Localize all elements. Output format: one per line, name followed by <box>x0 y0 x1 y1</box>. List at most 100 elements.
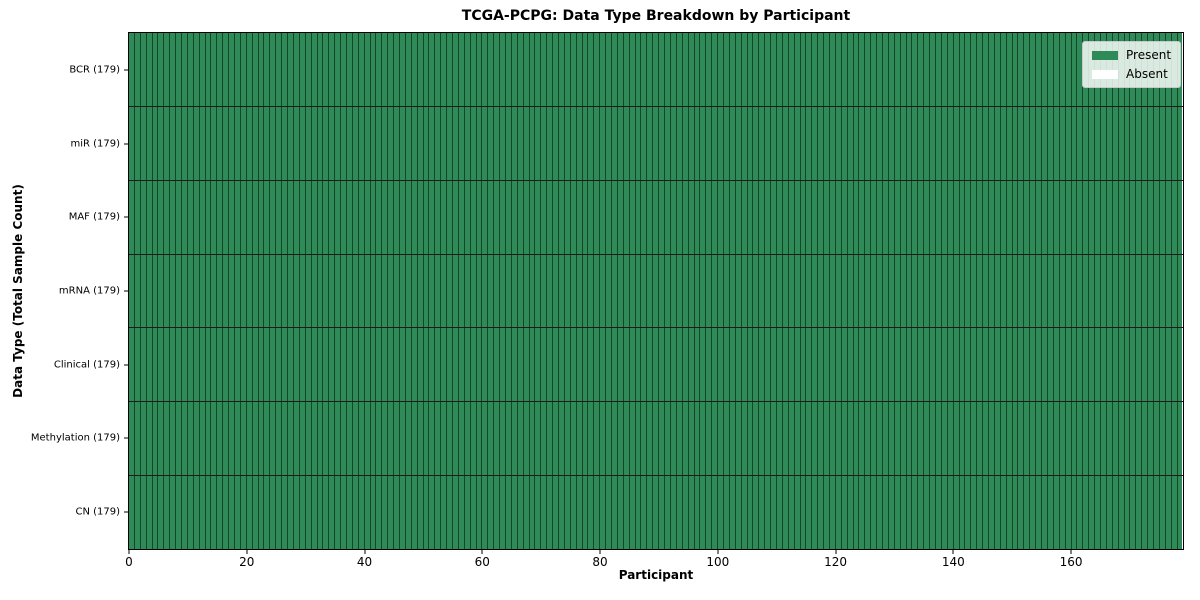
heatmap-cell <box>859 106 866 180</box>
heatmap-cell <box>1083 254 1090 328</box>
heatmap-cell <box>205 402 212 476</box>
heatmap-cell <box>335 402 342 476</box>
heatmap-cell <box>688 180 695 254</box>
heatmap-cell <box>1136 476 1143 550</box>
heatmap-cell <box>511 33 518 106</box>
heatmap-cell <box>217 402 224 476</box>
heatmap-cell <box>729 328 736 402</box>
heatmap-cell <box>829 328 836 402</box>
heatmap-cell <box>1000 254 1007 328</box>
heatmap-cell <box>523 328 530 402</box>
heatmap-cell <box>865 33 872 106</box>
heatmap-cell <box>688 328 695 402</box>
heatmap-cell <box>894 254 901 328</box>
heatmap-cell <box>682 328 689 402</box>
heatmap-cell <box>458 402 465 476</box>
heatmap-cell <box>517 33 524 106</box>
heatmap-cell <box>612 254 618 328</box>
heatmap-cell <box>723 106 730 180</box>
heatmap-cell <box>600 106 607 180</box>
heatmap-cell <box>494 180 501 254</box>
heatmap-cell <box>635 254 642 328</box>
heatmap-cell <box>1130 328 1137 402</box>
heatmap-cell <box>423 180 430 254</box>
heatmap-cell <box>712 180 719 254</box>
heatmap-cell <box>647 476 654 550</box>
heatmap-cell <box>258 180 265 254</box>
heatmap-cell <box>824 402 830 476</box>
heatmap-cell <box>847 402 854 476</box>
heatmap-cell <box>924 328 931 402</box>
heatmap-cell <box>411 180 418 254</box>
heatmap-cell <box>288 33 294 106</box>
heatmap-cell <box>665 180 671 254</box>
heatmap-cell <box>1053 328 1060 402</box>
heatmap-cell <box>712 402 719 476</box>
heatmap-cell <box>824 33 830 106</box>
heatmap-cell <box>470 476 477 550</box>
heatmap-cell <box>588 254 595 328</box>
heatmap-cell <box>1165 106 1172 180</box>
heatmap-cell <box>700 476 707 550</box>
heatmap-cell <box>335 106 342 180</box>
heatmap-cell <box>335 33 342 106</box>
heatmap-cell <box>829 106 836 180</box>
heatmap-cell <box>211 33 218 106</box>
heatmap-cell <box>235 33 241 106</box>
heatmap-cell <box>653 328 660 402</box>
heatmap-cell <box>1077 328 1084 402</box>
heatmap-cell <box>564 33 571 106</box>
heatmap-cell <box>370 254 377 328</box>
heatmap-cell <box>511 328 518 402</box>
x-tick-label: 160 <box>1059 555 1083 569</box>
heatmap-cell <box>288 180 294 254</box>
heatmap-cell <box>488 33 495 106</box>
heatmap-cell <box>329 328 336 402</box>
heatmap-cell <box>1042 254 1048 328</box>
heatmap-cell <box>1012 476 1019 550</box>
heatmap-cell <box>1059 254 1066 328</box>
heatmap-cell <box>1018 476 1025 550</box>
heatmap-cell <box>299 328 306 402</box>
heatmap-cell <box>859 402 866 476</box>
heatmap-cell <box>718 33 724 106</box>
heatmap-cell <box>1012 402 1019 476</box>
heatmap-cell <box>994 180 1001 254</box>
heatmap-cell <box>423 254 430 328</box>
heatmap-cell <box>476 180 483 254</box>
heatmap-cell <box>941 33 948 106</box>
heatmap-cell <box>447 254 453 328</box>
heatmap-cell <box>659 180 666 254</box>
heatmap-cell <box>464 402 471 476</box>
heatmap-cell <box>352 254 359 328</box>
heatmap-cell <box>871 180 878 254</box>
heatmap-cell <box>853 402 860 476</box>
heatmap-cell <box>370 328 377 402</box>
heatmap-cell <box>1077 476 1084 550</box>
heatmap-cell <box>1000 328 1007 402</box>
heatmap-cell <box>1106 254 1113 328</box>
heatmap-cell <box>1047 106 1054 180</box>
heatmap-cell <box>364 33 371 106</box>
y-tick-mark <box>124 364 128 366</box>
heatmap-cell <box>376 106 383 180</box>
heatmap-cell <box>246 33 253 106</box>
heatmap-cell <box>170 476 177 550</box>
heatmap-cell <box>1112 254 1119 328</box>
heatmap-cell <box>529 106 536 180</box>
heatmap-cell <box>594 328 601 402</box>
heatmap-cell <box>1030 254 1037 328</box>
heatmap-cell <box>405 476 412 550</box>
heatmap-cell <box>1118 254 1125 328</box>
heatmap-cell <box>612 328 618 402</box>
y-axis-tick-labels: BCR (179) miR (179) MAF (179) mRNA (179) Cli… <box>0 33 120 549</box>
heatmap-cell <box>606 476 613 550</box>
heatmap-cell <box>429 402 436 476</box>
heatmap-cell <box>665 402 671 476</box>
heatmap-cell <box>676 402 683 476</box>
heatmap-cell <box>1124 328 1131 402</box>
legend-entry-absent: Absent <box>1092 67 1171 81</box>
heatmap-cell <box>276 33 283 106</box>
heatmap-cell <box>140 33 147 106</box>
heatmap-cell <box>170 106 177 180</box>
